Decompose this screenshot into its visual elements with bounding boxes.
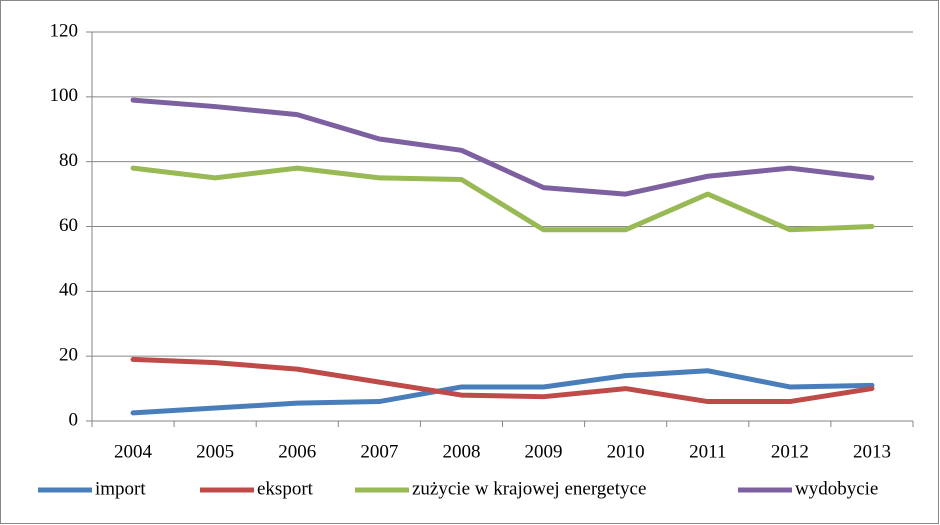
series-line bbox=[130, 368, 875, 416]
x-tick-label: 2006 bbox=[278, 441, 316, 462]
legend-label: eksport bbox=[257, 478, 314, 499]
series-line bbox=[130, 97, 875, 197]
x-tick-label: 2008 bbox=[442, 441, 480, 462]
legend-label: zużycie w krajowej energetyce bbox=[412, 478, 646, 499]
series-line bbox=[130, 165, 875, 233]
y-tick-label: 120 bbox=[50, 20, 79, 41]
x-tick-label: 2013 bbox=[853, 441, 891, 462]
y-tick-label: 80 bbox=[59, 150, 78, 171]
legend-label: import bbox=[95, 478, 146, 499]
y-tick-label: 100 bbox=[50, 85, 79, 106]
series-line bbox=[130, 356, 875, 405]
x-tick-label: 2009 bbox=[525, 441, 563, 462]
x-tick-label: 2010 bbox=[607, 441, 645, 462]
y-tick-label: 0 bbox=[69, 409, 79, 430]
legend-label: wydobycie bbox=[795, 478, 878, 499]
y-tick-label: 40 bbox=[59, 280, 78, 301]
y-tick-label: 20 bbox=[59, 345, 78, 366]
x-tick-label: 2011 bbox=[689, 441, 726, 462]
x-tick-label: 2007 bbox=[360, 441, 398, 462]
x-tick-label: 2004 bbox=[114, 441, 153, 462]
y-tick-label: 60 bbox=[59, 215, 78, 236]
x-tick-label: 2012 bbox=[771, 441, 809, 462]
x-tick-label: 2005 bbox=[196, 441, 234, 462]
